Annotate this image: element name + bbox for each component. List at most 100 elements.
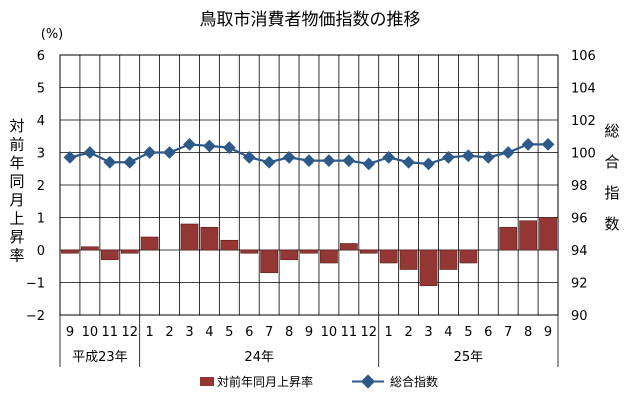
bar (140, 236, 159, 251)
bar (459, 249, 478, 264)
line-marker (103, 155, 117, 169)
category-label: 8 (285, 325, 293, 340)
left-tick-label: 3 (37, 147, 45, 162)
line-marker (302, 154, 316, 167)
left-tick-label: −2 (26, 309, 45, 324)
axis-title-char: 数 (604, 215, 619, 233)
bar (359, 249, 378, 254)
right-tick-label: 104 (571, 82, 596, 97)
axis-title-char: 率 (9, 247, 24, 265)
bar (439, 249, 458, 270)
category-label: 12 (360, 325, 377, 340)
bar (339, 243, 358, 251)
right-tick-label: 98 (571, 179, 588, 194)
category-label: 11 (341, 325, 358, 340)
line-marker (481, 151, 495, 164)
line-marker (242, 151, 256, 164)
line-marker (402, 155, 415, 169)
plot-area-border (59, 54, 559, 316)
bar (240, 249, 259, 254)
line-marker (382, 151, 396, 164)
right-tick-label: 96 (571, 212, 588, 227)
axis-title-char: 総 (604, 122, 619, 140)
axis-title-char: 合 (604, 153, 619, 171)
group-label: 25年 (454, 350, 484, 365)
bar (200, 226, 219, 251)
line-marker (83, 146, 97, 159)
category-label: 6 (484, 325, 492, 340)
axis-title-char: 年 (9, 154, 24, 172)
grid-lines (60, 55, 558, 315)
bar (399, 249, 418, 270)
line-marker (521, 138, 535, 151)
bar (539, 217, 557, 251)
line-marker (322, 154, 336, 167)
axis-title-char: 対 (9, 117, 24, 135)
category-label: 11 (102, 325, 119, 340)
line-marker (461, 149, 475, 163)
right-axis-title: 総合指数 (604, 122, 619, 233)
category-label: 6 (245, 325, 253, 340)
category-label: 12 (121, 325, 138, 340)
category-label: 9 (66, 325, 74, 340)
category-label: 3 (185, 325, 193, 340)
left-tick-label: −1 (26, 277, 45, 292)
bar (320, 249, 338, 264)
left-axis-title: 対前年同月上昇率 (9, 117, 24, 265)
category-label: 2 (165, 325, 173, 340)
axis-title-char: 月 (9, 191, 24, 209)
category-label: 4 (205, 325, 213, 340)
bar (419, 249, 438, 287)
bar (61, 249, 79, 254)
bar-series (61, 217, 557, 287)
category-label: 3 (424, 325, 432, 340)
line-marker (362, 157, 376, 171)
right-tick-label: 94 (571, 244, 588, 259)
category-label: 5 (225, 325, 233, 340)
legend-line-label: 総合指数 (390, 374, 438, 389)
line-marker (163, 146, 176, 159)
chart-title: 鳥取市消費者物価指数の推移 (200, 10, 421, 30)
bar (519, 220, 537, 251)
line-marker (222, 141, 236, 154)
line-marker (262, 155, 276, 169)
right-tick-label: 90 (571, 309, 588, 324)
category-label: 2 (404, 325, 412, 340)
bar (220, 239, 239, 251)
axis-title-char: 同 (9, 173, 24, 191)
category-label: 7 (504, 325, 512, 340)
left-tick-label: 2 (37, 179, 45, 194)
left-axis-unit: (%) (41, 27, 64, 42)
left-tick-label: 0 (37, 244, 45, 259)
category-label: 1 (145, 325, 153, 340)
bar (81, 246, 99, 251)
legend-line-marker (360, 374, 376, 389)
line-marker (203, 139, 216, 153)
category-label: 1 (385, 325, 393, 340)
line-marker (342, 154, 356, 167)
group-label: 24年 (244, 350, 274, 365)
left-tick-label: 4 (37, 114, 45, 129)
right-tick-label: 100 (571, 147, 596, 162)
axis-title-char: 昇 (9, 228, 24, 246)
right-axis-ticks: 90 92 94 96 98 100 102 104 106 (571, 49, 596, 324)
category-label: 10 (321, 325, 338, 340)
category-label: 8 (524, 325, 532, 340)
line-marker (143, 146, 157, 159)
bar (100, 249, 119, 261)
line-marker (422, 157, 435, 171)
category-label: 4 (444, 325, 452, 340)
line-marker (501, 146, 515, 159)
legend-bar-label: 対前年同月上昇率 (217, 374, 313, 389)
line-marker (442, 151, 455, 164)
left-tick-label: 1 (37, 212, 45, 227)
category-label: 10 (82, 325, 99, 340)
line-marker (282, 151, 296, 164)
axis-title-char: 前 (9, 136, 24, 154)
bar (120, 249, 139, 254)
axis-title-char: 上 (9, 210, 24, 228)
legend: 対前年同月上昇率 総合指数 (200, 374, 438, 389)
bar (300, 249, 318, 254)
